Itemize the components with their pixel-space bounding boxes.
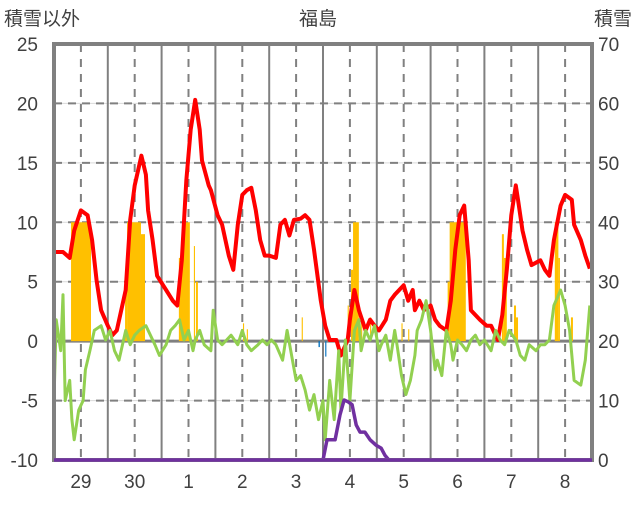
- x-tick-label: 6: [452, 472, 463, 493]
- x-tick-label: 1: [183, 472, 194, 493]
- red-series-line: [54, 97, 592, 358]
- y-right-tick-label: 30: [598, 273, 619, 294]
- y-left-tick-label: 10: [17, 213, 38, 234]
- orange-bar: [125, 269, 128, 342]
- orange-bar: [554, 222, 559, 342]
- y-left-tick-label: 20: [17, 94, 38, 115]
- y-right-tick-label: 20: [598, 332, 619, 353]
- y-right-tick-label: 60: [598, 94, 619, 115]
- orange-bar: [178, 257, 182, 342]
- x-tick-label: 5: [398, 472, 409, 493]
- y-right-tick-label: 40: [598, 213, 619, 234]
- y-right-tick-label: 0: [598, 451, 609, 472]
- chart-title: 福島: [299, 8, 337, 30]
- orange-bar: [401, 323, 403, 342]
- right-axis-label: 積雪: [594, 8, 632, 30]
- x-tick-label: 7: [506, 472, 517, 493]
- x-tick-label: 30: [124, 472, 145, 493]
- left-axis-label: 積雪以外: [4, 8, 80, 30]
- orange-bar: [570, 317, 573, 342]
- y-left-tick-label: 5: [27, 273, 38, 294]
- tick-labels: 25 70 20 60 15 50 10 40 5 30 0 20 -5 10 -10 0 29 30 1 2 3 4 5 6…: [11, 35, 620, 493]
- y-right-tick-label: 70: [598, 35, 619, 56]
- orange-bar: [361, 317, 363, 342]
- x-tick-label: 8: [560, 472, 571, 493]
- x-tick-label: 2: [237, 472, 248, 493]
- orange-bar: [516, 317, 519, 342]
- orange-bar: [513, 305, 517, 342]
- plot-frame: [52, 42, 594, 462]
- orange-bar: [181, 222, 190, 342]
- orange-bar: [408, 329, 410, 342]
- y-right-tick-label: 50: [598, 154, 619, 175]
- lines: [52, 97, 592, 462]
- y-left-tick-label: 15: [17, 154, 38, 175]
- orange-bar: [246, 329, 248, 342]
- y-left-tick-label: 25: [17, 35, 38, 56]
- y-left-tick-label: -5: [21, 392, 38, 413]
- x-tick-label: 4: [345, 472, 356, 493]
- x-tick-label: 29: [70, 472, 91, 493]
- blue-bar: [325, 341, 327, 357]
- orange-bar: [370, 317, 372, 342]
- purple-series-line: [54, 398, 592, 462]
- orange-bar: [353, 222, 359, 342]
- orange-bar: [558, 257, 560, 342]
- x-tick-label: 3: [291, 472, 302, 493]
- green-series-line: [52, 288, 592, 442]
- orange-bar: [195, 281, 198, 342]
- y-right-tick-label: 10: [598, 392, 619, 413]
- gridlines: [54, 44, 592, 460]
- orange-bar: [501, 234, 504, 342]
- orange-bar: [193, 246, 196, 342]
- blue-bar: [318, 341, 320, 348]
- y-left-tick-label: 0: [27, 332, 38, 353]
- orange-bar: [301, 317, 303, 342]
- orange-bar: [71, 222, 91, 342]
- orange-bar: [140, 234, 146, 342]
- y-left-tick-label: -10: [11, 451, 38, 472]
- orange-bar: [127, 222, 141, 342]
